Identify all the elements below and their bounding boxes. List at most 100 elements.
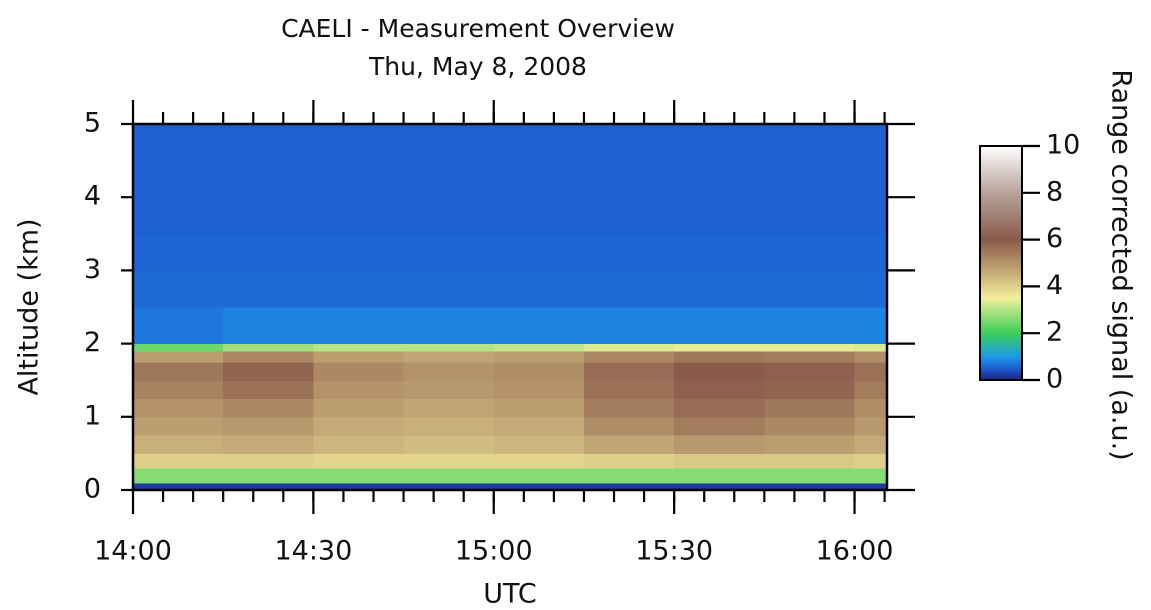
heatmap-cell xyxy=(403,453,495,469)
heatmap-cell xyxy=(493,350,585,363)
x-axis-label: UTC xyxy=(483,579,537,610)
heatmap-cell xyxy=(583,435,675,454)
heatmap-cell xyxy=(764,361,856,381)
heatmap-cell xyxy=(854,350,888,363)
colorbar-tick-label: 4 xyxy=(1046,270,1063,301)
heatmap-cell xyxy=(493,197,585,235)
heatmap-cell xyxy=(764,468,856,484)
heatmap-cell xyxy=(674,361,765,381)
heatmap-cell xyxy=(313,307,405,345)
heatmap-cell xyxy=(854,468,888,484)
y-tick-label: 4 xyxy=(84,181,101,212)
colorbar-label: Range corrected signal (a.u.) xyxy=(1106,69,1137,460)
heatmap-cell xyxy=(854,398,888,418)
heatmap-cell xyxy=(674,270,765,308)
plot-frame xyxy=(131,122,889,492)
colorbar xyxy=(979,145,1023,381)
heatmap-cell xyxy=(854,416,888,436)
heatmap-cell xyxy=(674,124,765,162)
heatmap-cell xyxy=(493,343,585,352)
heatmap-cell xyxy=(674,416,765,436)
x-tick-label: 14:30 xyxy=(274,536,352,567)
heatmap-cell xyxy=(403,468,495,484)
heatmap-cell xyxy=(313,233,405,271)
heatmap-cell xyxy=(223,197,314,235)
chart-subtitle: Thu, May 8, 2008 xyxy=(368,52,587,81)
heatmap-cell xyxy=(674,398,765,418)
heatmap-cell xyxy=(674,468,765,484)
heatmap-cell xyxy=(133,361,224,381)
heatmap-cell xyxy=(403,197,495,235)
heatmap-cell xyxy=(223,361,314,381)
heatmap-cell xyxy=(764,380,856,400)
heatmap-cell xyxy=(674,233,765,271)
x-tick-label: 16:00 xyxy=(816,536,894,567)
heatmap-cell xyxy=(133,270,224,308)
colorbar-tick-label: 8 xyxy=(1046,176,1063,207)
heatmap-cell xyxy=(583,160,675,198)
heatmap-cell xyxy=(133,453,224,469)
heatmap-cell xyxy=(493,435,585,454)
heatmap-cell xyxy=(403,482,495,491)
heatmap-cell xyxy=(493,380,585,400)
y-tick-label: 1 xyxy=(84,400,101,431)
heatmap-cell xyxy=(313,350,405,363)
heatmap-cell xyxy=(223,270,314,308)
heatmap-cell xyxy=(674,482,765,491)
heatmap-cell xyxy=(223,398,314,418)
heatmap-cell xyxy=(403,350,495,363)
heatmap-cell xyxy=(674,307,765,345)
heatmap-cell xyxy=(313,361,405,381)
heatmap-cell xyxy=(133,307,224,345)
heatmap-cell xyxy=(403,361,495,381)
heatmap-cell xyxy=(583,350,675,363)
heatmap-cell xyxy=(674,453,765,469)
heatmap-cell xyxy=(403,343,495,352)
heatmap-cell xyxy=(403,307,495,345)
heatmap-cell xyxy=(313,160,405,198)
y-tick-label: 0 xyxy=(84,474,101,505)
heatmap-cell xyxy=(133,233,224,271)
heatmap-cell xyxy=(133,468,224,484)
heatmap-cell xyxy=(764,197,856,235)
heatmap-cell xyxy=(764,350,856,363)
heatmap-cell xyxy=(133,350,224,363)
x-tick-label: 15:00 xyxy=(455,536,533,567)
colorbar-tick-label: 0 xyxy=(1046,364,1063,395)
heatmap-cell xyxy=(764,482,856,491)
heatmap-cell xyxy=(223,468,314,484)
heatmap-cell xyxy=(674,197,765,235)
heatmap-cell xyxy=(583,124,675,162)
heatmap-cell xyxy=(223,160,314,198)
heatmap-cell xyxy=(133,160,224,198)
heatmap-cell xyxy=(674,380,765,400)
heatmap-cell xyxy=(403,398,495,418)
heatmap-cell xyxy=(403,435,495,454)
heatmap-cell xyxy=(223,350,314,363)
heatmap-cell xyxy=(674,350,765,363)
heatmap xyxy=(133,124,888,491)
heatmap-cell xyxy=(313,380,405,400)
heatmap-cell xyxy=(493,468,585,484)
heatmap-cell xyxy=(764,124,856,162)
heatmap-cell xyxy=(764,160,856,198)
heatmap-cell xyxy=(764,307,856,345)
heatmap-cell xyxy=(223,482,314,491)
heatmap-cell xyxy=(854,482,888,491)
heatmap-cell xyxy=(493,453,585,469)
heatmap-cell xyxy=(854,233,888,271)
heatmap-cell xyxy=(854,343,888,352)
heatmap-cell xyxy=(313,343,405,352)
heatmap-cell xyxy=(764,233,856,271)
x-tick-label: 15:30 xyxy=(635,536,713,567)
heatmap-cell xyxy=(493,398,585,418)
y-tick-label: 5 xyxy=(84,108,101,139)
heatmap-cell xyxy=(854,124,888,162)
heatmap-cell xyxy=(403,233,495,271)
heatmap-cell xyxy=(493,233,585,271)
heatmap-cell xyxy=(493,482,585,491)
heatmap-cell xyxy=(223,124,314,162)
heatmap-cell xyxy=(764,270,856,308)
heatmap-cell xyxy=(313,435,405,454)
